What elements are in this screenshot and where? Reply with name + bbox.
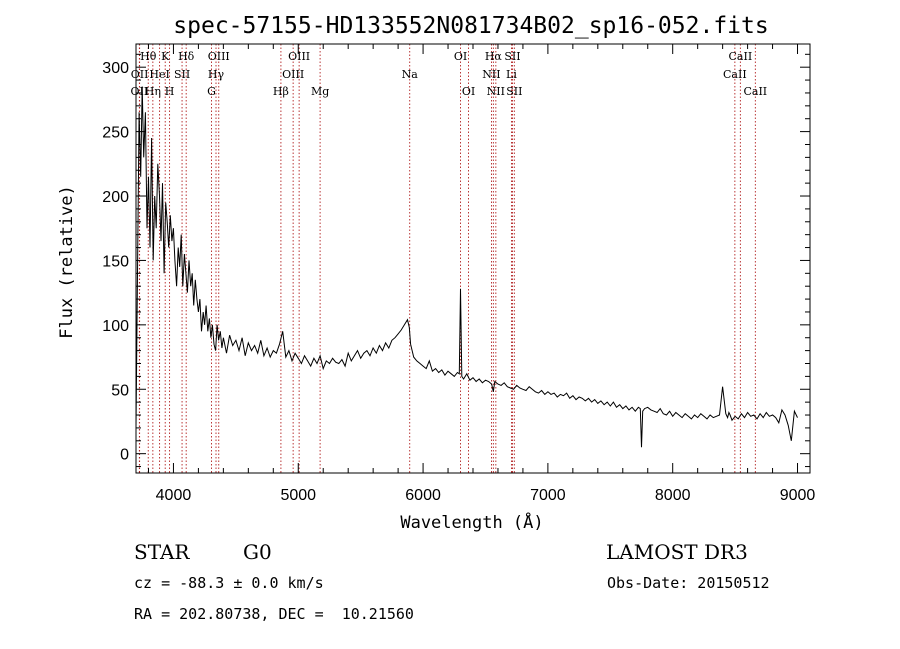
spectral-line-label: OIII	[288, 50, 310, 63]
spectral-line-label: CaII	[723, 68, 747, 81]
spectral-line-label: CaII	[729, 50, 753, 63]
x-axis-title: Wavelength (Å)	[400, 511, 543, 533]
spectral-line-label: SII	[174, 68, 190, 81]
spectral-line-label: K	[161, 50, 170, 63]
spectral-line-label: Hγ	[208, 68, 225, 81]
plot-frame	[135, 43, 811, 474]
chart-title: spec-57155-HD133552N081734B02_sp16-052.f…	[173, 13, 768, 39]
spectral-line-label: Hδ	[178, 50, 195, 63]
spectral-line-label: CaII	[743, 85, 767, 98]
spectral-line-label: Hη	[145, 85, 161, 98]
spectral-line-label: OI	[454, 50, 467, 63]
spectral-line-label: OIII	[208, 50, 230, 63]
spectral-line-label: Hα	[485, 50, 503, 63]
spectral-line-label: Na	[402, 68, 419, 81]
x-tick-label: 5000	[280, 487, 316, 504]
x-tick-label: 4000	[156, 487, 192, 504]
y-tick-label: 50	[111, 382, 129, 399]
y-axis: 0 50 100 150 200 250 300	[102, 53, 810, 468]
spectral-line-labels: OII OII Hθ Hη HeI K H SII Hδ G Hγ OIII Hβ OIII OIII Mg N…	[131, 50, 768, 98]
spectral-line-label: Hθ	[140, 50, 157, 63]
y-tick-label: 150	[102, 253, 129, 270]
coordinates-text: RA = 202.80738, DEC = 10.21560	[134, 605, 414, 623]
y-tick-label: 300	[102, 60, 129, 77]
spectral-line-markers	[138, 44, 756, 473]
spectral-line-label: OIII	[282, 68, 304, 81]
y-tick-label: 250	[102, 125, 129, 142]
spectral-line-label: Hβ	[273, 85, 289, 98]
obs-date-text: Obs-Date: 20150512	[607, 574, 770, 592]
spectral-line-label: Li	[506, 68, 517, 81]
x-tick-label: 6000	[405, 487, 441, 504]
spectral-line-label: OI	[462, 85, 475, 98]
x-tick-label: 9000	[780, 487, 816, 504]
spectral-line-label: Mg	[311, 85, 329, 98]
spectral-line-label: G	[207, 85, 216, 98]
spectral-line-label: SII	[506, 85, 522, 98]
spectral-line-label: SII	[504, 50, 520, 63]
x-tick-label: 8000	[655, 487, 691, 504]
x-axis: 4000 5000 6000 7000 8000 9000	[147, 44, 816, 504]
object-class: STAR	[134, 540, 190, 564]
spectral-line-label: OII	[131, 85, 149, 98]
survey-name: LAMOST DR3	[606, 540, 748, 564]
spectral-line-label: NII	[487, 85, 505, 98]
spectral-line-label: HeI	[149, 68, 169, 81]
y-axis-title: Flux (relative)	[57, 185, 77, 339]
y-tick-label: 0	[120, 447, 129, 464]
y-tick-label: 100	[102, 318, 129, 335]
x-tick-label: 7000	[530, 487, 566, 504]
spectral-line-label: H	[165, 85, 175, 98]
y-tick-label: 200	[102, 189, 129, 206]
spectrum-line	[135, 86, 798, 448]
redshift-text: cz = -88.3 ± 0.0 km/s	[134, 574, 324, 592]
spectral-line-label: NII	[482, 68, 500, 81]
object-subclass: G0	[243, 540, 272, 564]
spectral-line-label: OII	[131, 68, 149, 81]
